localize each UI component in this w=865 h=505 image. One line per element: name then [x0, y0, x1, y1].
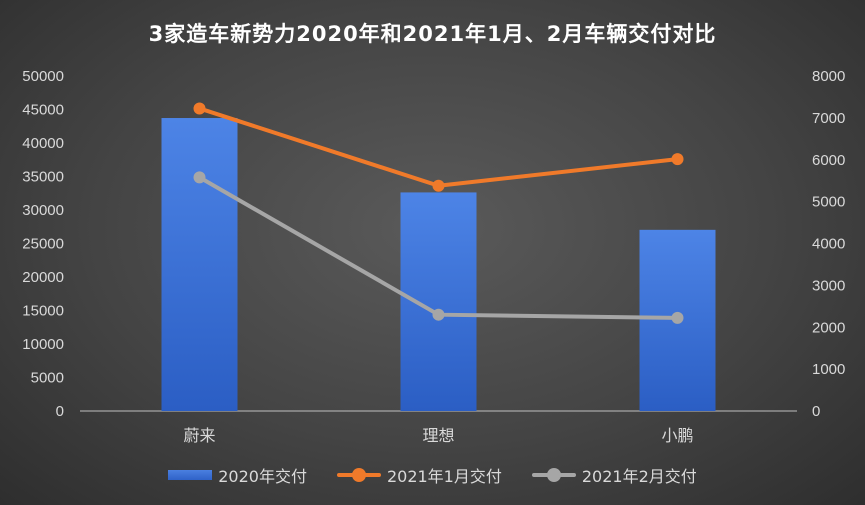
line-point-1-0	[193, 171, 206, 184]
legend-label: 2021年2月交付	[581, 467, 697, 486]
y-right-tick-label: 7000	[812, 110, 845, 127]
line-series-0	[198, 106, 678, 188]
y-left-tick-label: 0	[56, 403, 64, 420]
y-left-tick-label: 20000	[22, 269, 64, 286]
chart-title: 3家造车新势力2020年和2021年1月、2月车辆交付对比	[148, 22, 717, 46]
legend-item: 2020年交付	[168, 463, 307, 487]
y-right-tick-label: 6000	[812, 152, 845, 169]
legend-label: 2021年1月交付	[386, 467, 502, 486]
y-right-tick-label: 3000	[812, 277, 845, 294]
line-point-0-0	[193, 102, 206, 115]
legend-item: 2021年1月交付	[336, 463, 502, 487]
y-left-tick-label: 50000	[22, 68, 64, 85]
x-tick-label: 小鹏	[661, 426, 693, 445]
legend-swatch	[168, 470, 213, 480]
x-tick-label: 理想	[422, 426, 454, 445]
legend-label: 2020年交付	[218, 467, 307, 486]
line-point-0-2	[671, 153, 684, 166]
y-right-tick-label: 0	[812, 403, 820, 420]
bar-0	[161, 118, 238, 411]
y-left-tick-label: 15000	[22, 303, 64, 320]
y-right-tick-label: 4000	[812, 236, 845, 253]
y-left-tick-label: 25000	[22, 236, 64, 253]
y-left-tick-label: 5000	[31, 370, 64, 387]
y-right-tick-label: 8000	[812, 68, 845, 85]
y-left-tick-label: 40000	[22, 135, 64, 152]
y-right-tick-label: 2000	[812, 319, 845, 336]
y-left-tick-label: 30000	[22, 202, 64, 219]
line-point-1-2	[671, 311, 684, 324]
line-point-1-1	[432, 308, 445, 321]
x-tick-label: 蔚来	[183, 426, 215, 445]
legend-swatch	[336, 468, 381, 482]
y-right-tick-label: 5000	[812, 194, 845, 211]
legend: 2020年交付 2021年1月交付 2021年2月交付	[0, 463, 865, 487]
legend-item: 2021年2月交付	[531, 463, 697, 487]
y-left-tick-label: 35000	[22, 169, 64, 186]
legend-swatch	[531, 468, 576, 482]
y-left-tick-label: 45000	[22, 102, 64, 119]
y-right-tick-label: 1000	[812, 361, 845, 378]
line-point-0-1	[432, 179, 445, 192]
y-left-tick-label: 10000	[22, 336, 64, 353]
